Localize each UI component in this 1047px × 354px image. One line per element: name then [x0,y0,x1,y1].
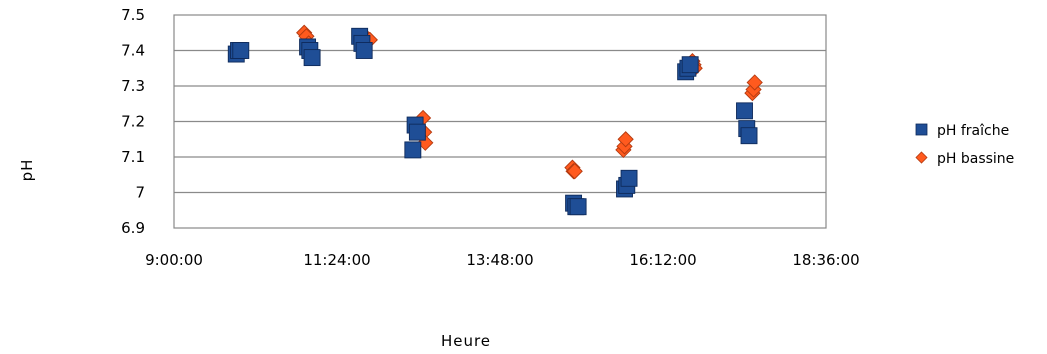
y-axis-ticks: 6.9 7 7.1 7.2 7.3 7.4 7.5 [121,6,145,237]
data-point-square [681,56,699,74]
y-tick-label: 7.1 [121,148,145,166]
plot-area [173,14,827,229]
data-point-square [408,123,426,141]
data-point-square [303,49,321,67]
gridlines [174,49,826,194]
x-axis-ticks: 9:00:00 11:24:00 13:48:00 16:12:00 18:36:00 [145,251,860,269]
legend-label-ph-bassine: pH bassine [937,151,1014,167]
y-axis-title: pH [18,159,36,182]
legend: pH fraîche pH bassine [915,123,1014,167]
y-tick-label: 7.3 [121,77,145,95]
data-point-square [740,127,758,145]
data-point-diamond [617,131,634,148]
data-point-square [736,102,753,120]
data-point-diamond [566,163,583,180]
x-tick-label: 18:36:00 [792,251,859,269]
data-series [227,24,763,216]
x-tick-label: 13:48:00 [466,251,533,269]
y-tick-label: 7.5 [121,6,145,24]
data-point-square [569,198,587,216]
y-tick-label: 7 [135,184,145,202]
y-tick-label: 6.9 [121,219,145,237]
data-point-diamond [745,81,762,98]
data-point-square [404,141,422,159]
legend-marker-ph-fraiche [915,123,928,136]
x-tick-label: 9:00:00 [145,251,203,269]
x-tick-label: 16:12:00 [629,251,696,269]
x-tick-label: 11:24:00 [303,251,370,269]
x-axis-title: Heure [441,332,491,350]
data-point-square [620,169,638,187]
y-tick-label: 7.2 [121,113,145,131]
legend-label-ph-fraiche: pH fraîche [937,123,1009,139]
data-point-diamond [616,138,633,155]
data-point-square [232,42,250,59]
data-point-diamond [746,74,763,91]
series-0 [227,27,758,216]
legend-marker-ph-bassine [915,151,928,164]
data-point-square [355,42,373,59]
y-tick-label: 7.4 [121,42,145,60]
